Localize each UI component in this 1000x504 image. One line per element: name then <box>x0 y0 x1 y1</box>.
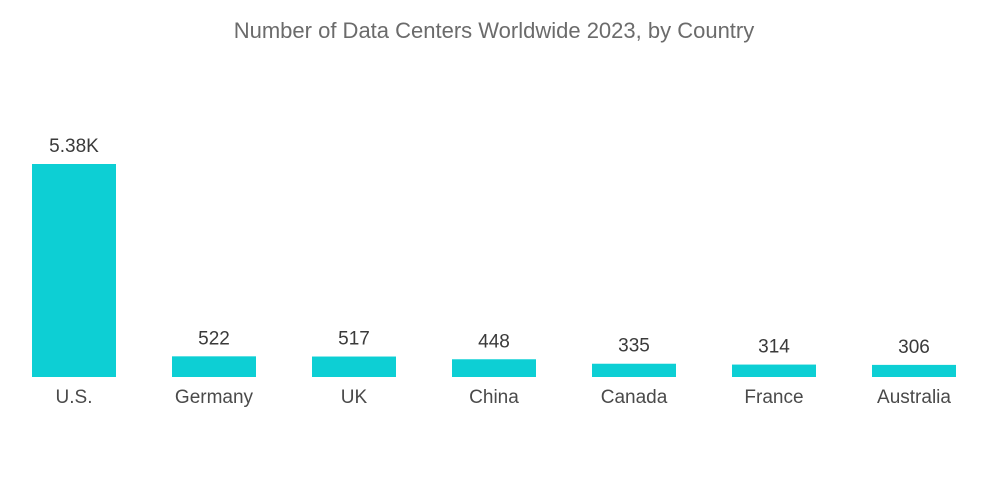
category-label-u-s: U.S. <box>56 387 93 408</box>
category-label-australia: Australia <box>877 387 951 408</box>
category-label-germany: Germany <box>175 387 254 408</box>
bar-canada <box>592 363 676 377</box>
value-label-u-s: 5.38K <box>49 136 99 157</box>
bar-germany <box>172 356 256 377</box>
chart-title: Number of Data Centers Worldwide 2023, b… <box>234 18 755 43</box>
value-label-canada: 335 <box>618 336 650 357</box>
category-labels-group: U.S. Germany UK China Canada France Australia <box>56 387 952 408</box>
category-label-france: France <box>744 387 803 408</box>
bar-china <box>452 359 536 377</box>
value-labels-group: 5.38K 522 517 448 335 314 306 <box>49 136 930 358</box>
bar-uk <box>312 356 396 377</box>
value-label-uk: 517 <box>338 329 370 350</box>
category-label-china: China <box>469 387 519 408</box>
category-label-uk: UK <box>341 387 368 408</box>
bars-group <box>32 164 956 377</box>
value-label-france: 314 <box>758 337 790 358</box>
bar-australia <box>872 364 956 377</box>
value-label-australia: 306 <box>898 337 930 358</box>
value-label-china: 448 <box>478 331 510 352</box>
bar-france <box>732 364 816 377</box>
value-label-germany: 522 <box>198 328 230 349</box>
bar-u-s <box>32 164 116 377</box>
category-label-canada: Canada <box>601 387 668 408</box>
